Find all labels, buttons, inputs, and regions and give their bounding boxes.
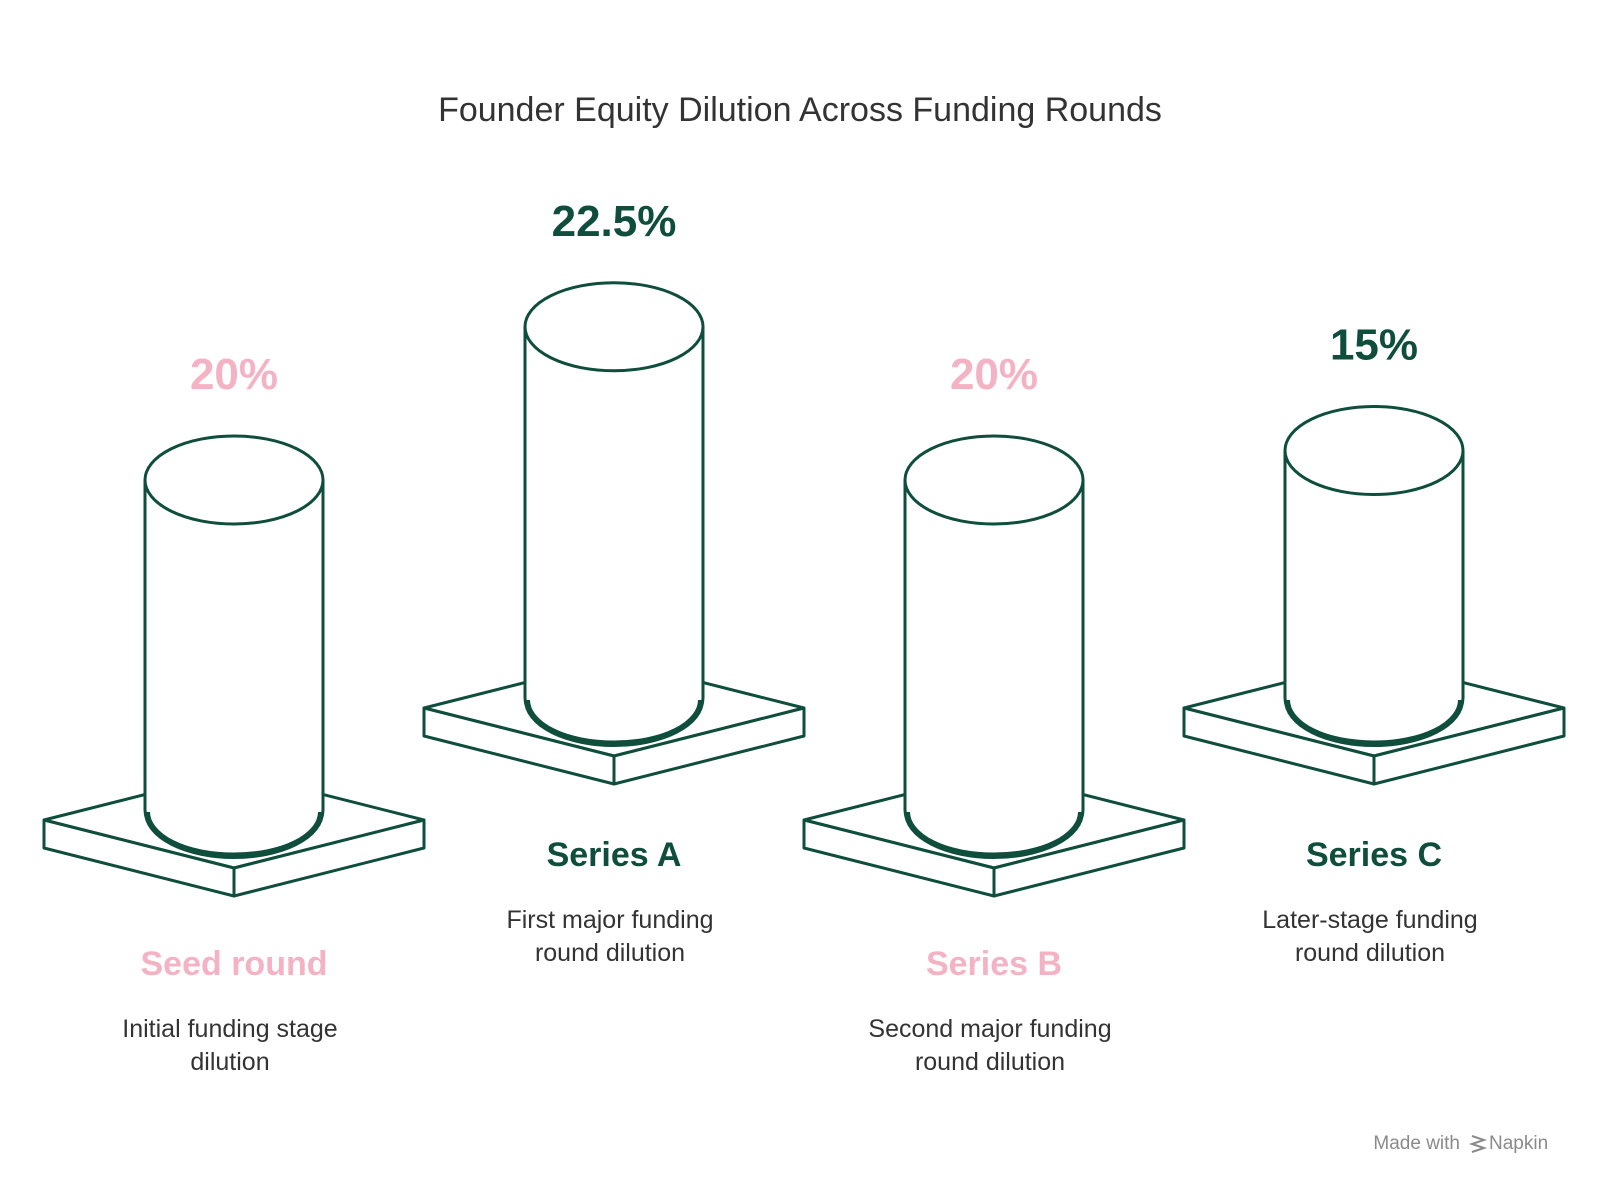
credit-brand: Napkin <box>1489 1133 1548 1154</box>
cylinder-top <box>523 281 705 373</box>
cylinder-top <box>903 434 1085 526</box>
cylinder-body <box>523 325 705 744</box>
plinth-right-face <box>232 818 426 898</box>
category-label: Seed round <box>140 945 327 983</box>
category-label: Series B <box>926 945 1062 983</box>
cylinder-base-rim <box>524 699 704 747</box>
description-line: Later-stage funding <box>1262 906 1477 934</box>
description-line: round dilution <box>535 939 685 967</box>
napkin-logo-icon <box>1468 1135 1488 1153</box>
description-line: round dilution <box>915 1048 1065 1076</box>
category-label: Series A <box>547 836 682 874</box>
chart-title: Founder Equity Dilution Across Funding R… <box>438 91 1162 129</box>
description-line: dilution <box>190 1048 269 1076</box>
cylinder-body <box>143 478 325 856</box>
column-4: 15% Series C Later-stage funding round dilu… <box>1182 321 1566 967</box>
plinth-right-face <box>612 706 806 786</box>
cylinder-base-rim <box>904 811 1084 859</box>
cylinder-top <box>143 434 325 526</box>
cylinder-top <box>1283 405 1465 496</box>
value-label: 20% <box>190 350 278 399</box>
category-label: Series C <box>1306 836 1442 874</box>
description-line: Second major funding <box>868 1015 1111 1043</box>
description-line: Initial funding stage <box>122 1015 337 1043</box>
value-label: 22.5% <box>552 197 677 246</box>
plinth-right-face <box>1372 706 1566 786</box>
cylinder-body <box>903 478 1085 856</box>
cylinder-base-rim <box>144 811 324 859</box>
value-label: 15% <box>1330 321 1418 370</box>
credit-prefix: Made with <box>1373 1133 1460 1154</box>
napkin-credit: Made with Napkin <box>1373 1133 1548 1154</box>
column-3: 20% Series B Second major funding round dil… <box>802 350 1186 1076</box>
plinth-right-face <box>992 818 1186 898</box>
column-2: 22.5% Series A First major funding round di… <box>422 197 806 967</box>
column-1: 20% Seed round Initial funding stage diluti… <box>42 350 426 1076</box>
description-line: First major funding <box>506 906 713 934</box>
columns-group: 20% Seed round Initial funding stage diluti… <box>42 197 1566 1076</box>
cylinder-base-rim <box>1284 699 1464 747</box>
description-line: round dilution <box>1295 939 1445 967</box>
value-label: 20% <box>950 350 1038 399</box>
